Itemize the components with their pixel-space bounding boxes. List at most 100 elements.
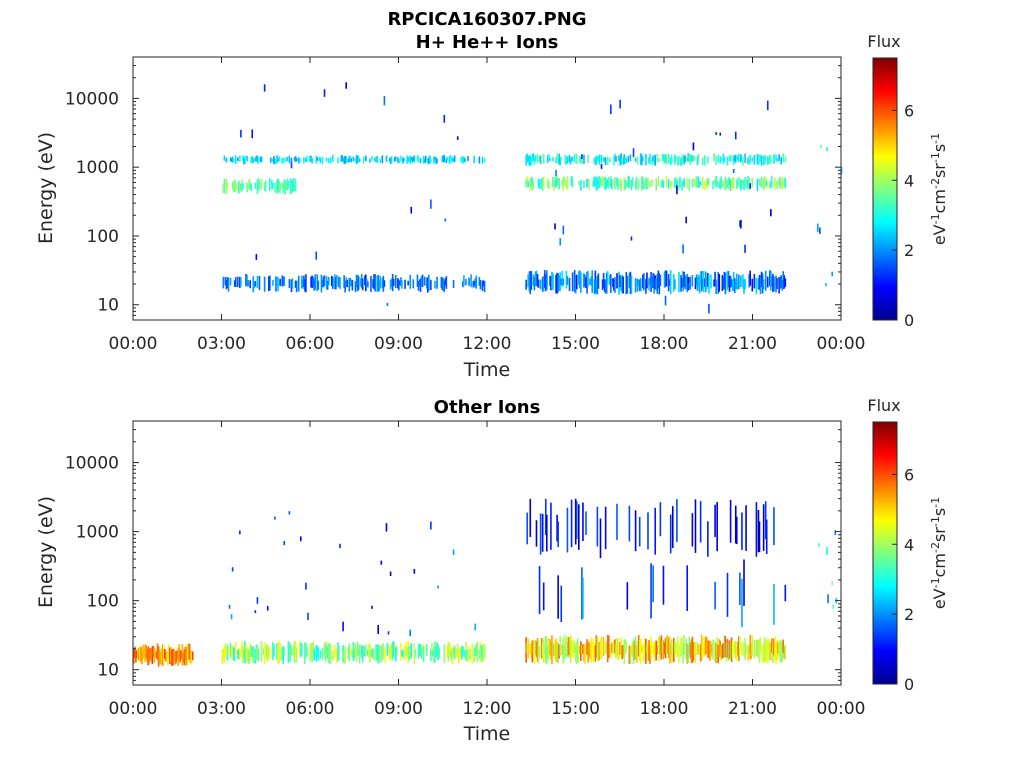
flux-column [678, 644, 680, 664]
flux-column [620, 276, 622, 292]
flux-column [391, 274, 394, 292]
flux-column [394, 275, 397, 289]
flux-column [349, 155, 352, 161]
flux-column [323, 89, 326, 97]
flux-column [682, 643, 684, 664]
flux-column [647, 643, 649, 661]
flux-column [320, 274, 323, 293]
flux-column [538, 646, 541, 658]
flux-column [321, 156, 324, 165]
flux-column [553, 643, 555, 656]
flux-column [426, 277, 429, 293]
flux-column [598, 641, 601, 660]
flux-column [637, 279, 640, 286]
flux-column [388, 157, 391, 162]
flux-column [363, 275, 366, 286]
flux-column [734, 131, 737, 140]
flux-column [687, 276, 690, 284]
flux-column [532, 274, 535, 286]
flux-column [556, 153, 558, 163]
flux-column [580, 641, 582, 661]
flux-column [430, 521, 432, 530]
flux-column [537, 639, 540, 664]
flux-column [742, 180, 744, 186]
flux-column [718, 638, 721, 658]
flux-column [715, 132, 717, 136]
flux-column [410, 643, 413, 659]
flux-column [678, 155, 680, 165]
flux-column [348, 277, 351, 292]
flux-column [295, 647, 298, 663]
flux-column [452, 158, 455, 161]
flux-column [639, 638, 642, 664]
flux-column [284, 179, 287, 195]
flux-column [433, 646, 435, 664]
flux-column [775, 180, 777, 186]
flux-column [636, 278, 639, 292]
flux-column [600, 154, 603, 164]
flux-column [431, 642, 433, 658]
flux-column [305, 158, 307, 162]
flux-column [345, 156, 347, 164]
flux-column [327, 276, 330, 286]
flux-column [660, 180, 663, 188]
flux-column [681, 278, 683, 288]
flux-column [386, 302, 389, 306]
flux-column [365, 274, 367, 292]
flux-column [570, 499, 573, 548]
flux-column [680, 637, 682, 657]
flux-column [622, 645, 625, 658]
flux-column [722, 153, 725, 165]
flux-column [240, 277, 242, 287]
flux-column [645, 638, 647, 664]
flux-column [559, 635, 562, 657]
flux-column [741, 512, 743, 550]
flux-column [344, 280, 346, 293]
flux-column [417, 643, 420, 659]
flux-column [301, 643, 303, 656]
flux-column [322, 276, 325, 288]
flux-column [734, 154, 737, 163]
flux-column [599, 638, 602, 657]
flux-column [329, 157, 332, 164]
flux-column [420, 275, 423, 287]
flux-column [222, 184, 225, 193]
flux-column [575, 154, 578, 165]
flux-column [137, 648, 139, 661]
flux-column [221, 649, 224, 664]
flux-column [478, 156, 481, 164]
flux-column [587, 642, 589, 663]
flux-column [171, 649, 173, 667]
flux-column [727, 270, 730, 288]
flux-column [583, 180, 585, 189]
flux-column [170, 646, 172, 662]
flux-column [460, 157, 462, 162]
flux-column [582, 577, 584, 619]
flux-column [557, 521, 559, 548]
flux-column [728, 177, 731, 186]
flux-column [645, 279, 647, 294]
flux-column [542, 153, 545, 164]
flux-column [701, 643, 704, 655]
flux-column [635, 176, 638, 190]
flux-column [569, 157, 572, 165]
flux-column [735, 516, 738, 545]
flux-column [339, 277, 341, 289]
flux-column [718, 273, 721, 292]
flux-column [614, 177, 616, 190]
flux-column [637, 635, 640, 657]
flux-column [528, 155, 531, 166]
flux-column [479, 279, 482, 290]
flux-column [692, 142, 695, 151]
flux-column [735, 180, 738, 190]
flux-column [290, 279, 293, 293]
flux-column [760, 176, 763, 188]
flux-column [758, 274, 761, 290]
flux-column [378, 279, 381, 292]
flux-column [596, 637, 599, 661]
flux-column [371, 155, 373, 161]
flux-column [265, 644, 268, 659]
y-tick-label: 100 [87, 592, 119, 612]
flux-column [627, 175, 630, 188]
